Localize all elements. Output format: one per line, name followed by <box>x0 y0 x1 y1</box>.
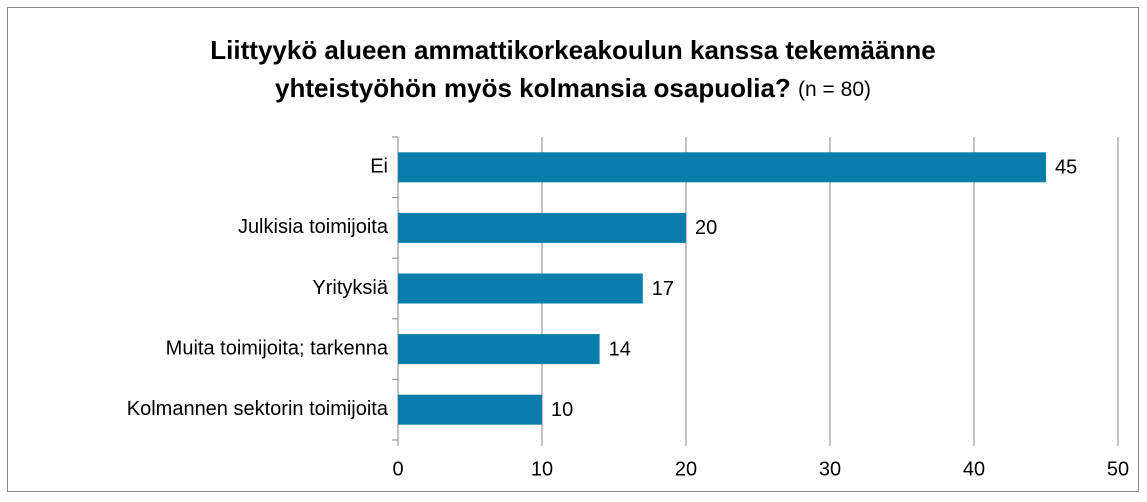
bar <box>398 334 600 365</box>
y-tick-label: Kolmannen sektorin toimijoita <box>127 398 389 420</box>
chart-title-line: yhteistyöhön myös kolmansia osapuolia? (… <box>275 73 871 103</box>
bar <box>398 152 1046 183</box>
bar <box>398 212 686 243</box>
chart-frame <box>7 7 1139 492</box>
data-label: 17 <box>652 278 674 300</box>
bar <box>398 394 542 425</box>
data-label: 10 <box>551 399 573 421</box>
data-label: 20 <box>695 217 717 239</box>
bar <box>398 273 643 304</box>
x-tick-label: 10 <box>531 458 553 480</box>
y-tick-label: Yrityksiä <box>312 277 388 299</box>
chart-subtitle: (n = 80) <box>798 78 871 101</box>
x-tick-label: 20 <box>675 458 697 480</box>
x-tick-label: 40 <box>963 458 985 480</box>
y-tick-label: Ei <box>370 156 388 178</box>
data-label: 45 <box>1055 157 1077 179</box>
x-tick-label: 50 <box>1107 458 1129 480</box>
x-tick-label: 0 <box>392 458 403 480</box>
chart-title-line: Liittyykö alueen ammattikorkeakoulun kan… <box>210 35 935 65</box>
y-tick-label: Julkisia toimijoita <box>238 216 389 238</box>
chart-title-line: yhteistyöhön myös kolmansia osapuolia? <box>275 73 791 103</box>
data-label: 14 <box>609 338 631 360</box>
y-tick-label: Muita toimijoita; tarkenna <box>166 337 389 359</box>
x-tick-label: 30 <box>819 458 841 480</box>
